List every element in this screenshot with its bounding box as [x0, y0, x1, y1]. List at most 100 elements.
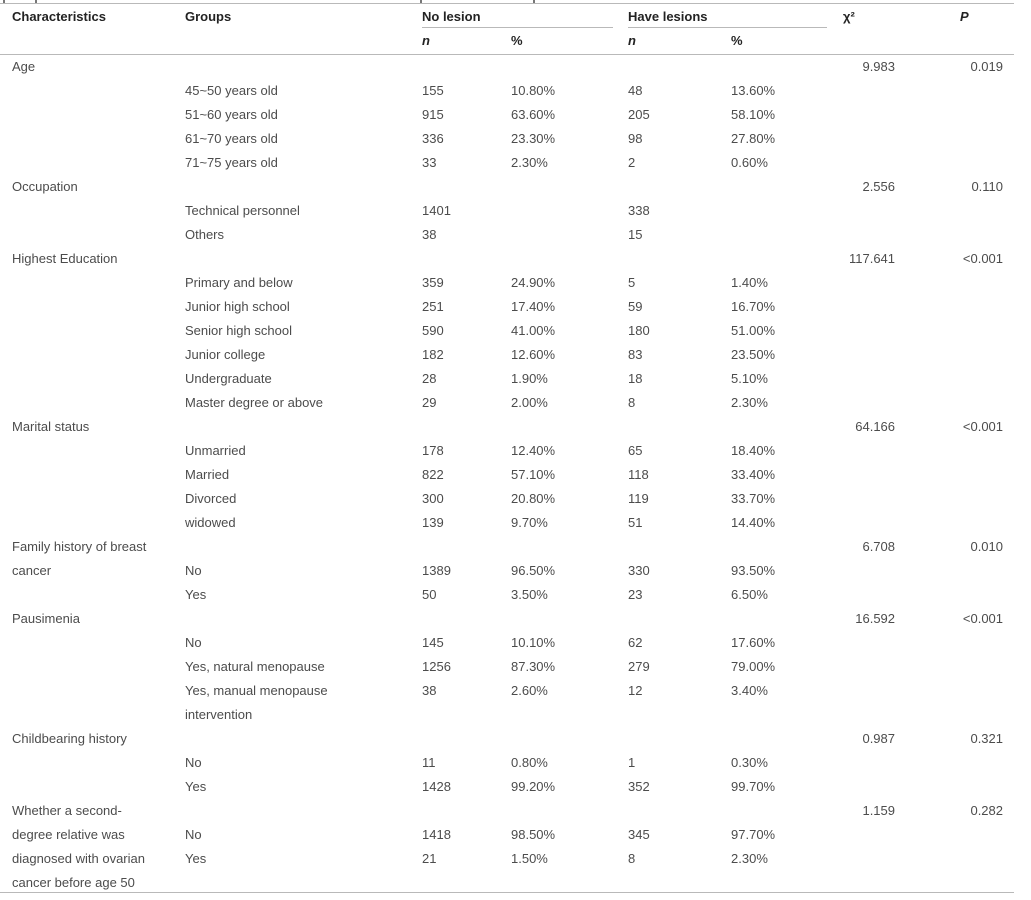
characteristic-cell [0, 487, 185, 511]
have-lesions-n-value: 205 [628, 107, 650, 122]
group-label: No [185, 755, 202, 770]
have-lesions-pct-value: 97.70% [731, 827, 776, 842]
characteristic-cell [0, 775, 185, 799]
group-label: Unmarried [185, 443, 246, 458]
p-header: P [948, 3, 1015, 55]
have-lesions-n-value: 15 [628, 227, 643, 242]
chi-square-value [843, 655, 948, 679]
p-value [948, 79, 1014, 103]
group-row: Undergraduate 28 1.90% 18 5.10% [0, 367, 1014, 391]
no-lesion-pct-value: 1.50% [511, 851, 548, 866]
no-lesion-pct-cell [511, 727, 628, 751]
have-lesions-n-value: 1 [628, 755, 636, 770]
characteristic-cell [0, 223, 185, 247]
no-lesion-n-value: 1256 [422, 659, 451, 674]
no-lesion-pct-subheader: % [511, 28, 629, 55]
no-lesion-pct-value: 9.70% [511, 515, 548, 530]
have-lesions-pct-cell [731, 175, 843, 199]
characteristic-cell [0, 199, 185, 223]
group-label: 61~70 years old [185, 131, 278, 146]
no-lesion-pct-value: 10.10% [511, 635, 556, 650]
have-lesions-pct-cell [731, 607, 843, 631]
group-label: Married [185, 467, 230, 482]
group-cell [185, 247, 422, 271]
group-label: Yes, natural menopause [185, 659, 325, 674]
chi-square-value [843, 487, 948, 511]
group-label: Yes [185, 779, 207, 794]
characteristic-cell: Pausimenia [0, 607, 185, 631]
p-value [948, 223, 1014, 247]
have-lesions-pct-subheader: % [731, 28, 844, 55]
cropped-text-fragment [420, 0, 422, 3]
group-row: Unmarried 178 12.40% 65 18.40% [0, 439, 1014, 463]
characteristic-label: Childbearing history [12, 731, 127, 746]
characteristic-cell [0, 367, 185, 391]
have-lesions-pct-value: 79.00% [731, 659, 776, 674]
chi-square-value [843, 79, 948, 103]
have-lesions-pct-cell [731, 799, 843, 823]
have-lesions-pct-value: 93.50% [731, 563, 776, 578]
group-row: No 145 10.10% 62 17.60% [0, 631, 1014, 655]
group-label: Master degree or above [185, 395, 324, 410]
have-lesions-pct-value: 17.60% [731, 635, 776, 650]
have-lesions-pct-value: 16.70% [731, 299, 776, 314]
no-lesion-n-value: 1428 [422, 779, 451, 794]
group-label: widowed [185, 515, 236, 530]
characteristic-cell [0, 463, 185, 487]
have-lesions-n-value: 180 [628, 323, 650, 338]
have-lesions-n-value: 8 [628, 395, 636, 410]
p-value [948, 511, 1014, 535]
characteristic-cell: Occupation [0, 175, 185, 199]
characteristic-cell [0, 391, 185, 415]
group-row: Married 822 57.10% 118 33.40% [0, 463, 1014, 487]
characteristic-cell [0, 343, 185, 367]
no-lesion-n-subheader: n [422, 28, 511, 55]
no-lesion-header: No lesion [422, 4, 628, 28]
group-cell [185, 535, 422, 559]
group-row: Yes, manual menopause intervention 38 2.60… [0, 679, 1014, 727]
have-lesions-n-cell [628, 799, 731, 823]
group-row: No 1418 98.50% 345 97.70% [0, 823, 1014, 847]
have-lesions-pct-value: 3.40% [731, 683, 768, 698]
characteristic-label: Age [12, 59, 36, 74]
have-lesions-pct-cell [731, 247, 843, 271]
have-lesions-n-value: 65 [628, 443, 643, 458]
chi-square-value [843, 751, 948, 775]
chi-square-value [843, 343, 948, 367]
have-lesions-pct-cell [731, 535, 843, 559]
no-lesion-pct-value: 0.80% [511, 755, 548, 770]
no-lesion-n-value: 1389 [422, 563, 451, 578]
have-lesions-n-value: 2 [628, 155, 636, 170]
have-lesions-header: Have lesions [628, 4, 843, 28]
table-bottom-spacer-cell [0, 871, 1015, 893]
have-lesions-pct-cell [731, 727, 843, 751]
chi-square-value [843, 511, 948, 535]
no-lesion-pct-cell [511, 535, 628, 559]
p-value [948, 487, 1014, 511]
section-row: Pausimenia 16.592 <0.001 [0, 607, 1014, 631]
have-lesions-n-value: 83 [628, 347, 643, 362]
no-lesion-n-cell [422, 799, 511, 823]
no-lesion-pct-value [511, 223, 628, 247]
chi-square-value: 1.159 [862, 803, 896, 818]
section-row: Occupation 2.556 0.110 [0, 175, 1014, 199]
have-lesions-pct-value [731, 199, 843, 223]
group-row: Technical personnel 1401 338 [0, 199, 1014, 223]
have-lesions-pct-value: 6.50% [731, 587, 768, 602]
no-lesion-n-value: 300 [422, 491, 444, 506]
group-label: Junior college [185, 347, 266, 362]
no-lesion-pct-value: 98.50% [511, 827, 556, 842]
stats-table: Characteristics Groups No lesion Have le… [0, 3, 1015, 893]
characteristic-cell [0, 511, 185, 535]
no-lesion-n-value: 178 [422, 443, 444, 458]
chi-square-value: 64.166 [855, 419, 896, 434]
groups-header: Groups [185, 3, 422, 55]
chi-square-value: 2.556 [862, 179, 896, 194]
no-lesion-pct-cell [511, 247, 628, 271]
chi-square-value [843, 295, 948, 319]
no-lesion-n-value: 33 [422, 155, 437, 170]
characteristic-cell [0, 751, 185, 775]
chi-square-value [843, 319, 948, 343]
have-lesions-pct-value: 0.60% [731, 155, 768, 170]
group-label: 71~75 years old [185, 155, 278, 170]
